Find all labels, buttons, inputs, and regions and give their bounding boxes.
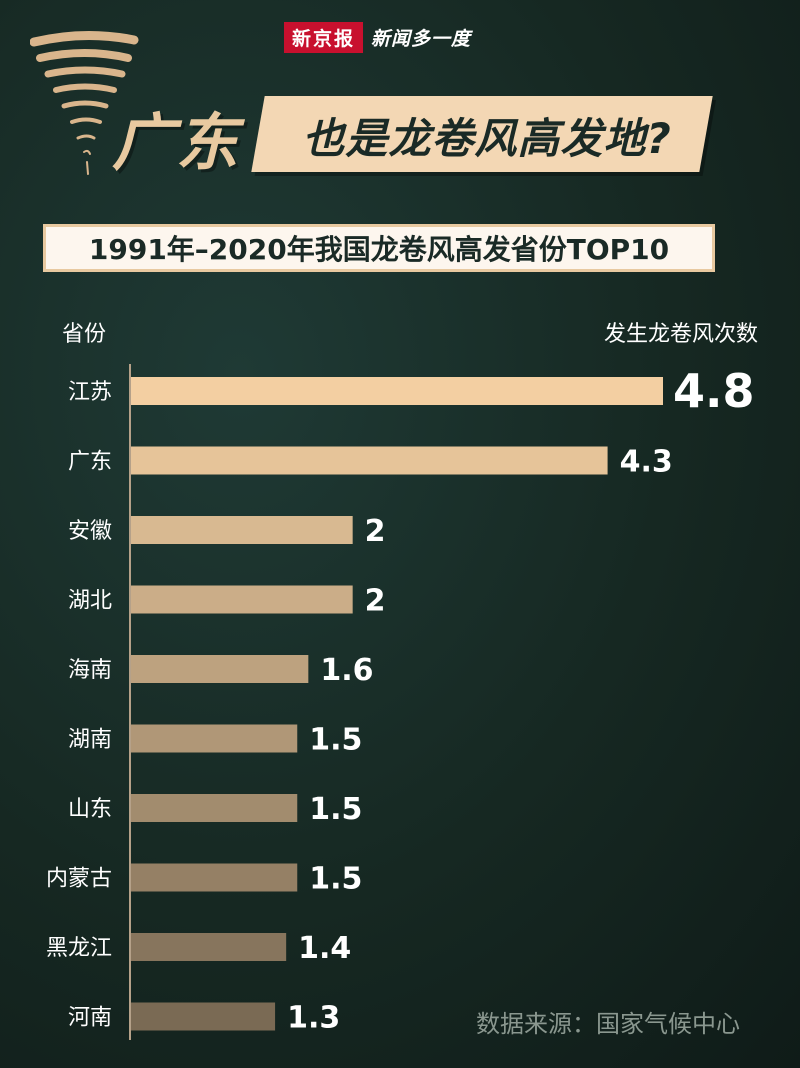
value-label: 2 bbox=[365, 584, 386, 619]
headline-sub: 也是龙卷风高发地? bbox=[302, 113, 672, 163]
bar bbox=[131, 585, 353, 614]
category-label: 湖北 bbox=[68, 589, 112, 614]
category-label: 海南 bbox=[68, 658, 112, 683]
chart-title: 1991年–2020年我国龙卷风高发省份TOP10 bbox=[43, 224, 715, 272]
bar bbox=[131, 446, 608, 475]
bar bbox=[131, 1002, 276, 1031]
value-label: 1.3 bbox=[287, 1001, 340, 1036]
bar bbox=[131, 724, 298, 753]
value-label: 1.4 bbox=[298, 931, 351, 966]
value-label: 2 bbox=[365, 514, 386, 549]
bar bbox=[131, 933, 287, 961]
category-label: 内蒙古 bbox=[46, 867, 112, 892]
value-label: 1.6 bbox=[320, 653, 373, 688]
value-label: 4.8 bbox=[673, 364, 755, 418]
data-source: 数据来源：国家气候中心 bbox=[476, 1010, 740, 1038]
category-label: 湖南 bbox=[68, 728, 112, 753]
category-label: 黑龙江 bbox=[46, 936, 112, 961]
brand-tagline: 新闻多一度 bbox=[371, 28, 472, 50]
category-label: 江苏 bbox=[68, 380, 112, 405]
brand-logo: 新京报 bbox=[284, 22, 364, 53]
value-label: 1.5 bbox=[309, 723, 362, 758]
headline-main: 广东 bbox=[112, 106, 241, 179]
value-label: 4.3 bbox=[620, 445, 673, 480]
bar bbox=[131, 863, 298, 892]
category-label: 河南 bbox=[68, 1006, 112, 1031]
bar bbox=[131, 655, 309, 683]
x-axis-label: 发生龙卷风次数 bbox=[603, 322, 758, 347]
y-axis-label: 省份 bbox=[62, 322, 107, 347]
bar bbox=[131, 794, 298, 822]
bar bbox=[131, 377, 663, 405]
category-label: 山东 bbox=[68, 797, 112, 822]
value-label: 1.5 bbox=[309, 792, 362, 827]
category-label: 安徽 bbox=[68, 519, 112, 544]
y-axis-line bbox=[129, 364, 131, 1040]
value-label: 1.5 bbox=[309, 862, 362, 897]
category-label: 广东 bbox=[68, 450, 112, 475]
brand-header: 新京报 新闻多一度 bbox=[284, 22, 471, 53]
tornado-icon bbox=[30, 30, 139, 175]
bar bbox=[131, 516, 353, 544]
